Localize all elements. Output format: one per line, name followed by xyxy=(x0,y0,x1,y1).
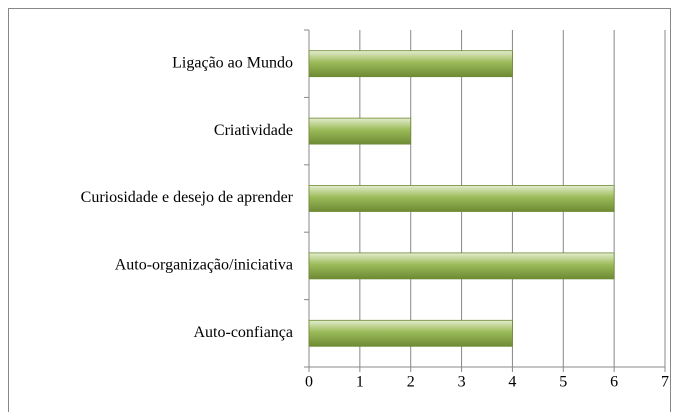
bar xyxy=(308,117,412,145)
x-tick-label: 0 xyxy=(305,374,313,391)
x-tick-label: 3 xyxy=(458,374,466,391)
chart-frame xyxy=(8,8,671,412)
bar xyxy=(308,252,615,280)
x-tick-label: 7 xyxy=(661,374,669,391)
x-tick-label: 6 xyxy=(610,374,618,391)
y-tick-label: Criatividade xyxy=(214,122,293,139)
bar xyxy=(308,50,513,78)
x-tick-label: 1 xyxy=(356,374,364,391)
y-tick-label: Auto-confiança xyxy=(193,324,293,341)
y-tick-label: Curiosidade e desejo de aprender xyxy=(81,189,294,206)
x-tick-label: 5 xyxy=(559,374,567,391)
x-tick-label: 4 xyxy=(508,374,516,391)
x-tick-label: 2 xyxy=(407,374,415,391)
y-tick-label: Auto-organização/iniciativa xyxy=(115,257,293,274)
bar xyxy=(308,185,615,212)
bar xyxy=(308,319,513,347)
y-tick-label: Ligação ao Mundo xyxy=(172,54,293,71)
